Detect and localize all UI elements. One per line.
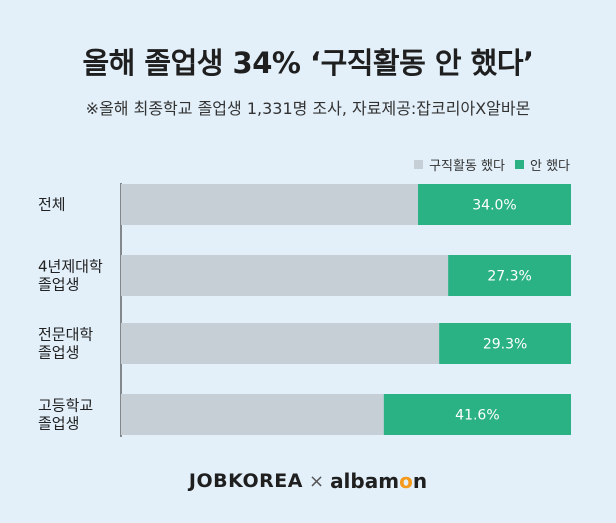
- data-label-2: 29.3%: [483, 337, 527, 353]
- bar-no-job-search-1: [448, 255, 571, 296]
- bar-job-search-2: [121, 323, 440, 364]
- jobkorea-logo: JOBKOREA: [188, 470, 303, 492]
- albamon-logo-n: n: [412, 469, 428, 493]
- legend-swatch-job-search: [414, 160, 424, 169]
- bar-no-job-search-3: [383, 394, 571, 435]
- category-label-2-1: 졸업생: [38, 344, 79, 362]
- bar-no-job-search-2: [439, 323, 571, 364]
- legend-swatch-no-job-search: [514, 160, 524, 169]
- bar-job-search-0: [121, 184, 418, 225]
- data-label-0: 34.0%: [472, 198, 516, 214]
- bar-no-job-search-0: [418, 184, 571, 225]
- bar-job-search-3: [121, 394, 384, 435]
- albamon-logo-part: alba: [330, 469, 379, 493]
- category-label-1-1: 졸업생: [38, 276, 79, 294]
- category-label-3-0: 고등학교: [38, 397, 93, 415]
- category-label-0-0: 전체: [38, 196, 66, 214]
- chart-title: 올해 졸업생 34% ‘구직활동 안 했다’: [82, 46, 534, 80]
- albamon-logo: albamon: [330, 469, 427, 493]
- albamon-logo-o: o: [399, 469, 413, 493]
- chart-subtitle: ※올해 최종학교 졸업생 1,331명 조사, 자료제공:잡코리아X알바몬: [85, 99, 531, 118]
- legend-label-job-search: 구직활동 했다: [429, 159, 505, 174]
- footer-logos: JOBKOREA × albamon: [0, 469, 616, 493]
- category-label-2-0: 전문대학: [38, 326, 93, 344]
- category-label-3-1: 졸업생: [38, 415, 79, 433]
- legend: 구직활동 했다 안 했다: [414, 155, 570, 174]
- category-label-1-0: 4년제대학: [38, 258, 103, 276]
- bar-job-search-1: [121, 255, 449, 296]
- logo-separator: ×: [308, 470, 325, 492]
- albamon-logo-m: m: [378, 469, 400, 493]
- data-label-3: 41.6%: [455, 408, 499, 424]
- data-label-1: 27.3%: [487, 269, 531, 285]
- legend-label-no-job-search: 안 했다: [529, 159, 570, 174]
